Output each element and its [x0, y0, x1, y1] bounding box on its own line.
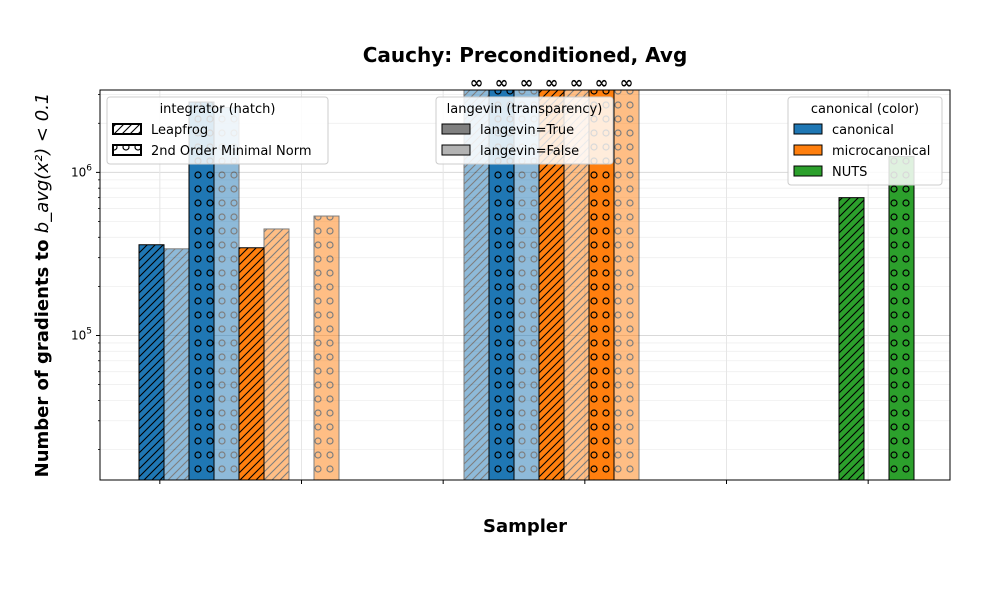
infinity-label: ∞ — [470, 73, 483, 92]
legend-entry: NUTS — [793, 165, 867, 180]
legend-label: langevin=False — [480, 144, 579, 159]
bar-hatch — [264, 228, 289, 480]
bar-hatch — [164, 248, 189, 480]
infinity-label: ∞ — [620, 73, 633, 92]
bar — [263, 228, 290, 480]
infinity-labels: ∞ ∞ ∞ ∞ ∞ ∞ ∞ — [470, 73, 633, 92]
y-tick-label: 105 — [71, 326, 92, 342]
infinity-label: ∞ — [570, 73, 583, 92]
legend-label: microcanonical — [832, 144, 930, 159]
bar — [313, 215, 340, 480]
bar-hatch — [614, 90, 639, 480]
legend-title: langevin (transparency) — [447, 102, 603, 117]
legend-entry: langevin=True — [441, 123, 574, 138]
legend-swatch — [441, 123, 471, 135]
legend-swatch-hatch — [113, 124, 141, 134]
bar-outline — [313, 215, 340, 480]
bar-outline — [838, 197, 865, 480]
bar-layer — [138, 90, 915, 480]
bar-hatch — [214, 107, 239, 480]
legend-swatch — [793, 165, 823, 177]
infinity-label: ∞ — [545, 73, 558, 92]
legend-entry: langevin=False — [441, 144, 579, 159]
legend-entry: 2nd Order Minimal Norm — [112, 144, 311, 159]
bar — [163, 248, 190, 480]
chart-title: Cauchy: Preconditioned, Avg — [363, 43, 688, 67]
legend-frame — [106, 96, 329, 165]
bar — [613, 90, 640, 480]
infinity-label: ∞ — [595, 73, 608, 92]
legend-frame — [435, 96, 614, 165]
bar-hatch — [189, 102, 214, 480]
bar-outline — [263, 228, 290, 480]
bar — [838, 197, 865, 480]
legend-label: Leapfrog — [151, 123, 208, 138]
y-axis-label-text: Number of gradients to — [32, 233, 53, 477]
legend-swatch — [793, 144, 823, 156]
x-axis-label: Sampler — [483, 516, 567, 537]
bar — [238, 247, 265, 480]
infinity-label: ∞ — [520, 73, 533, 92]
bar-outline — [613, 90, 640, 480]
legend-langevin: langevin (transparency) langevin=True lang… — [435, 96, 614, 165]
legend-label: NUTS — [832, 165, 867, 180]
legend-title: integrator (hatch) — [160, 102, 276, 117]
legend-integrator: integrator (hatch) Leapfrog 2nd Order Mini… — [106, 96, 329, 165]
legend-entry: canonical — [793, 123, 894, 138]
legend-swatch-hatch — [113, 145, 141, 155]
bar-hatch — [239, 247, 264, 480]
legend-swatch — [441, 144, 471, 156]
infinity-label: ∞ — [495, 73, 508, 92]
legend-entry: Leapfrog — [112, 123, 208, 138]
legend-label: canonical — [832, 123, 894, 138]
legend-canonical: canonical (color) canonical microcanonical… — [787, 96, 943, 186]
y-axis-label: Number of gradients to b_avg(x²) < 0.1 — [32, 93, 53, 478]
y-axis-label-math: b_avg(x²) < 0.1 — [32, 93, 53, 234]
legend-swatch-outline — [112, 123, 142, 135]
legend-swatch-outline — [112, 144, 142, 156]
bar — [213, 106, 240, 480]
legend-label: langevin=True — [480, 123, 574, 138]
bar-hatch — [314, 216, 339, 480]
legend-entry: microcanonical — [793, 144, 930, 159]
bar-hatch — [139, 244, 164, 480]
y-tick-label: 106 — [71, 163, 92, 179]
legend-frame — [787, 96, 943, 186]
legend-label: 2nd Order Minimal Norm — [151, 144, 311, 159]
bar-hatch — [839, 197, 864, 480]
legend-swatch — [793, 123, 823, 135]
bar — [138, 244, 165, 480]
bar-hatch — [889, 156, 914, 480]
bar — [888, 156, 915, 480]
legend-title: canonical (color) — [811, 102, 919, 117]
x-ticks — [159, 480, 869, 484]
plot-frame — [99, 89, 951, 481]
y-ticks: 105 106 — [71, 94, 100, 450]
